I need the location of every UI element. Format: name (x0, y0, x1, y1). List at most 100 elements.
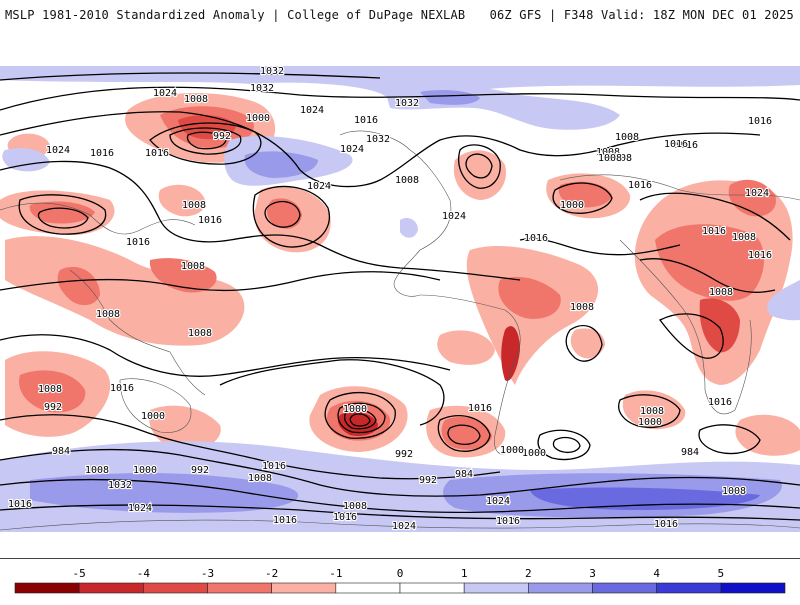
isobars (0, 72, 800, 521)
colorbar-tick-label: -3 (201, 567, 214, 580)
isobar-label: 1024 (486, 496, 510, 507)
isobar-label: 992 (191, 465, 209, 476)
isobar-label: 1024 (307, 181, 331, 192)
colorbar-cell (78, 582, 144, 594)
isobar-label: 1008 (181, 261, 205, 272)
isobar-label: 1016 (333, 512, 357, 523)
isobar-label: 1000 (246, 113, 270, 124)
isobar-label: 1016 (708, 397, 732, 408)
isobar-label: 1000 (638, 417, 662, 428)
colorbar-canvas: -5 -4 -3 -2 -1 0 1 2 3 4 5 (14, 567, 786, 594)
isobar-label: 1024 (153, 88, 177, 99)
isobar-label: 1032 (366, 134, 390, 145)
colorbar-tick-labels: -5 -4 -3 -2 -1 0 1 2 3 4 5 (73, 567, 725, 580)
isobar-label: 1008 (732, 232, 756, 243)
isobar-label: 1008 (248, 473, 272, 484)
colorbar-cell (271, 582, 337, 594)
isobar-label: 1000 (343, 404, 367, 415)
colorbar-cell (207, 582, 272, 594)
isobar-label: 1032 (260, 66, 284, 77)
isobar-label: 1008 (722, 486, 746, 497)
isobar-label: 1024 (300, 105, 324, 116)
colorbar-tick-label: 4 (653, 567, 660, 580)
isobar-label: 992 (44, 402, 62, 413)
colorbar-cells (14, 582, 786, 594)
colorbar-cell (14, 582, 80, 594)
isobar-label: 992 (395, 449, 413, 460)
isobar-label: 1016 (748, 250, 772, 261)
isobar-label: 1016 (654, 519, 678, 530)
colorbar: -5 -4 -3 -2 -1 0 1 2 3 4 5 (0, 558, 800, 601)
isobar-label: 1016 (748, 116, 772, 127)
anomaly-map: 1032 1032 1024 1008 1000 992 1016 1024 1016 1032 1… (0, 40, 800, 558)
isobar-label: 1008 (184, 94, 208, 105)
colorbar-tick-label: -2 (265, 567, 278, 580)
isobar-label: 1016 (145, 148, 169, 159)
colorbar-cell (399, 582, 465, 594)
colorbar-cell (335, 582, 401, 594)
isobar-label: 1016 (674, 140, 698, 151)
map-title: MSLP 1981-2010 Standardized Anomaly | Co… (5, 8, 466, 22)
isobar-label: 1024 (128, 503, 152, 514)
isobar-label: 1016 (262, 461, 286, 472)
isobar-label: 1024 (392, 521, 416, 532)
isobar-label: 1016 (468, 403, 492, 414)
map-canvas: 1032103210241008100099210161024101610321… (0, 65, 800, 533)
isobar-label: 1000 (522, 448, 546, 459)
isobar-label: 1016 (90, 148, 114, 159)
isobar-label: 1016 (273, 515, 297, 526)
isobar-label: 1008 (709, 287, 733, 298)
isobar-label: 992 (213, 131, 231, 142)
isobar-label: 1008 (182, 200, 206, 211)
isobar-label: 1016 (496, 516, 520, 527)
isobar-label: 1008 (85, 465, 109, 476)
header-bar: MSLP 1981-2010 Standardized Anomaly | Co… (0, 0, 800, 41)
isobar-label: 1024 (46, 145, 70, 156)
colorbar-tick-label: -1 (329, 567, 342, 580)
isobar-label: 1008 (596, 147, 620, 158)
isobar-label: 1032 (395, 98, 419, 109)
colorbar-cell (592, 582, 657, 594)
isobar-label: 1008 (343, 501, 367, 512)
isobar-label: 984 (52, 446, 70, 457)
isobar-label: 1016 (126, 237, 150, 248)
colorbar-tick-label: 5 (718, 567, 725, 580)
isobar-label: 984 (681, 447, 699, 458)
colorbar-cell (463, 582, 529, 594)
isobar-label: 1024 (340, 144, 364, 155)
isobar-label: 984 (455, 469, 473, 480)
isobar-label: 1016 (354, 115, 378, 126)
colorbar-tick-label: 2 (525, 567, 532, 580)
isobar-label: 1032 (108, 480, 132, 491)
isobar-label: 1008 (608, 153, 632, 164)
isobar-label: 1008 (615, 132, 639, 143)
isobar-label: 1016 (628, 180, 652, 191)
isobar-label: 1016 (8, 499, 32, 510)
model-run-info: 06Z GFS | F348 Valid: 18Z MON DEC 01 202… (489, 8, 794, 22)
isobar-label: 1016 (110, 383, 134, 394)
colorbar-tick-label: -5 (73, 567, 86, 580)
isobar-label: 1008 (640, 406, 664, 417)
colorbar-cell (143, 582, 208, 594)
isobar-label: 992 (419, 475, 437, 486)
isobar-label: 1000 (500, 445, 524, 456)
isobar-label: 1024 (442, 211, 466, 222)
isobar-label: 1016 (664, 139, 688, 150)
isobar-label: 1008 (598, 153, 622, 164)
isobar-label: 1008 (96, 309, 120, 320)
isobar-label: 1016 (524, 233, 548, 244)
coastlines (0, 130, 800, 531)
isobar-label: 1000 (133, 465, 157, 476)
colorbar-cell (656, 582, 722, 594)
isobar-labels: 1032103210241008100099210161024101610321… (7, 65, 773, 533)
colorbar-tick-label: 0 (397, 567, 404, 580)
isobar-label: 1000 (560, 200, 584, 211)
isobar-label: 1016 (198, 215, 222, 226)
colorbar-cell (528, 582, 593, 594)
isobar-label: 1000 (141, 411, 165, 422)
isobar-label: 1008 (570, 302, 594, 313)
colorbar-tick-label: 3 (589, 567, 596, 580)
isobar-label: 1008 (395, 175, 419, 186)
isobar-label: 1016 (702, 226, 726, 237)
isobar-label: 1008 (188, 328, 212, 339)
